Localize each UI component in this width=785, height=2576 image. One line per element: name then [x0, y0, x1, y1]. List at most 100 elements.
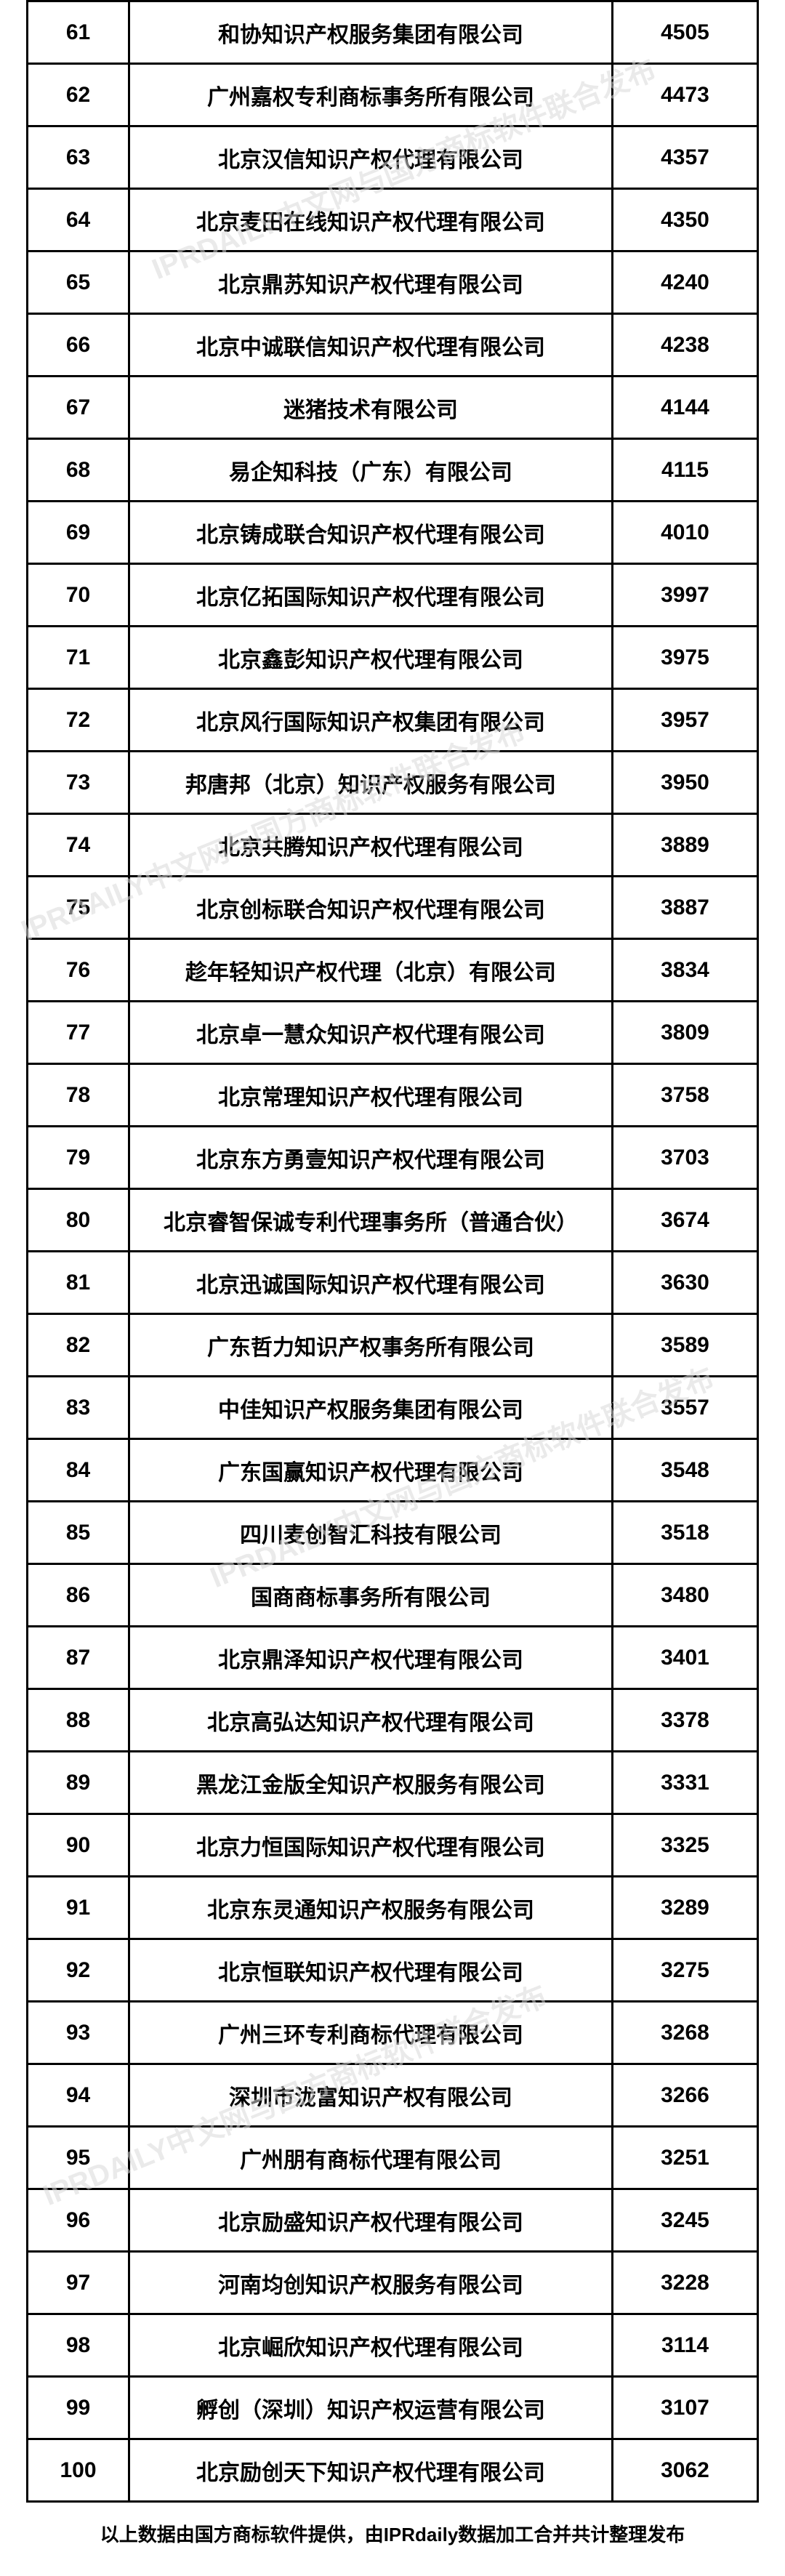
table-row: 95广州朋有商标代理有限公司3251 — [28, 2127, 758, 2189]
rank-cell: 68 — [28, 439, 129, 502]
rank-cell: 80 — [28, 1189, 129, 1252]
table-row: 81北京迅诚国际知识产权代理有限公司3630 — [28, 1252, 758, 1314]
value-cell: 3630 — [613, 1252, 758, 1314]
value-cell: 4240 — [613, 251, 758, 314]
rank-cell: 86 — [28, 1564, 129, 1627]
value-cell: 3266 — [613, 2064, 758, 2127]
value-cell: 4238 — [613, 314, 758, 377]
name-cell: 北京汉信知识产权代理有限公司 — [129, 126, 613, 189]
rank-cell: 71 — [28, 627, 129, 689]
table-row: 74北京共腾知识产权代理有限公司3889 — [28, 814, 758, 877]
value-cell: 3834 — [613, 939, 758, 1002]
value-cell: 4144 — [613, 377, 758, 439]
name-cell: 广州嘉权专利商标事务所有限公司 — [129, 64, 613, 126]
table-row: 77北京卓一慧众知识产权代理有限公司3809 — [28, 1002, 758, 1064]
name-cell: 孵创（深圳）知识产权运营有限公司 — [129, 2377, 613, 2439]
rank-cell: 94 — [28, 2064, 129, 2127]
table-row: 65北京鼎苏知识产权代理有限公司4240 — [28, 251, 758, 314]
value-cell: 3518 — [613, 1502, 758, 1564]
name-cell: 北京力恒国际知识产权代理有限公司 — [129, 1814, 613, 1877]
value-cell: 4115 — [613, 439, 758, 502]
value-cell: 4357 — [613, 126, 758, 189]
name-cell: 北京风行国际知识产权集团有限公司 — [129, 689, 613, 752]
rank-cell: 83 — [28, 1377, 129, 1439]
name-cell: 广东哲力知识产权事务所有限公司 — [129, 1314, 613, 1377]
table-row: 86国商商标事务所有限公司3480 — [28, 1564, 758, 1627]
table-row: 88北京高弘达知识产权代理有限公司3378 — [28, 1689, 758, 1752]
name-cell: 广州朋有商标代理有限公司 — [129, 2127, 613, 2189]
table-row: 99孵创（深圳）知识产权运营有限公司3107 — [28, 2377, 758, 2439]
table-row: 90北京力恒国际知识产权代理有限公司3325 — [28, 1814, 758, 1877]
value-cell: 3758 — [613, 1064, 758, 1127]
value-cell: 4010 — [613, 502, 758, 564]
rank-cell: 91 — [28, 1877, 129, 1939]
name-cell: 北京高弘达知识产权代理有限公司 — [129, 1689, 613, 1752]
value-cell: 3331 — [613, 1752, 758, 1814]
value-cell: 3950 — [613, 752, 758, 814]
name-cell: 广州三环专利商标代理有限公司 — [129, 2002, 613, 2064]
ranking-table-body: 61和协知识产权服务集团有限公司450562广州嘉权专利商标事务所有限公司447… — [28, 1, 758, 2502]
value-cell: 3480 — [613, 1564, 758, 1627]
name-cell: 北京睿智保诚专利代理事务所（普通合伙） — [129, 1189, 613, 1252]
value-cell: 3548 — [613, 1439, 758, 1502]
rank-cell: 61 — [28, 1, 129, 64]
table-row: 75北京创标联合知识产权代理有限公司3887 — [28, 877, 758, 939]
rank-cell: 62 — [28, 64, 129, 126]
value-cell: 3275 — [613, 1939, 758, 2002]
value-cell: 3975 — [613, 627, 758, 689]
value-cell: 3107 — [613, 2377, 758, 2439]
rank-cell: 70 — [28, 564, 129, 627]
value-cell: 3114 — [613, 2314, 758, 2377]
rank-cell: 82 — [28, 1314, 129, 1377]
value-cell: 3957 — [613, 689, 758, 752]
rank-cell: 92 — [28, 1939, 129, 2002]
name-cell: 北京鑫彭知识产权代理有限公司 — [129, 627, 613, 689]
rank-cell: 88 — [28, 1689, 129, 1752]
table-row: 64北京麦田在线知识产权代理有限公司4350 — [28, 189, 758, 251]
name-cell: 四川麦创智汇科技有限公司 — [129, 1502, 613, 1564]
table-row: 84广东国赢知识产权代理有限公司3548 — [28, 1439, 758, 1502]
table-row: 66北京中诚联信知识产权代理有限公司4238 — [28, 314, 758, 377]
name-cell: 迷猪技术有限公司 — [129, 377, 613, 439]
name-cell: 国商商标事务所有限公司 — [129, 1564, 613, 1627]
rank-cell: 97 — [28, 2252, 129, 2314]
name-cell: 北京鼎苏知识产权代理有限公司 — [129, 251, 613, 314]
name-cell: 深圳市泷富知识产权有限公司 — [129, 2064, 613, 2127]
rank-cell: 73 — [28, 752, 129, 814]
rank-cell: 75 — [28, 877, 129, 939]
name-cell: 北京迅诚国际知识产权代理有限公司 — [129, 1252, 613, 1314]
rank-cell: 95 — [28, 2127, 129, 2189]
name-cell: 北京中诚联信知识产权代理有限公司 — [129, 314, 613, 377]
table-row: 93广州三环专利商标代理有限公司3268 — [28, 2002, 758, 2064]
name-cell: 趁年轻知识产权代理（北京）有限公司 — [129, 939, 613, 1002]
rank-cell: 78 — [28, 1064, 129, 1127]
name-cell: 北京东方勇壹知识产权代理有限公司 — [129, 1127, 613, 1189]
rank-cell: 76 — [28, 939, 129, 1002]
table-row: 96北京励盛知识产权代理有限公司3245 — [28, 2189, 758, 2252]
name-cell: 北京鼎泽知识产权代理有限公司 — [129, 1627, 613, 1689]
value-cell: 3557 — [613, 1377, 758, 1439]
name-cell: 北京共腾知识产权代理有限公司 — [129, 814, 613, 877]
value-cell: 4350 — [613, 189, 758, 251]
name-cell: 北京励创天下知识产权代理有限公司 — [129, 2439, 613, 2502]
rank-cell: 66 — [28, 314, 129, 377]
name-cell: 和协知识产权服务集团有限公司 — [129, 1, 613, 64]
value-cell: 4473 — [613, 64, 758, 126]
rank-cell: 67 — [28, 377, 129, 439]
value-cell: 3589 — [613, 1314, 758, 1377]
table-row: 92北京恒联知识产权代理有限公司3275 — [28, 1939, 758, 2002]
name-cell: 北京东灵通知识产权服务有限公司 — [129, 1877, 613, 1939]
rank-cell: 99 — [28, 2377, 129, 2439]
value-cell: 3325 — [613, 1814, 758, 1877]
rank-cell: 81 — [28, 1252, 129, 1314]
name-cell: 北京励盛知识产权代理有限公司 — [129, 2189, 613, 2252]
table-row: 83中佳知识产权服务集团有限公司3557 — [28, 1377, 758, 1439]
name-cell: 黑龙江金版全知识产权服务有限公司 — [129, 1752, 613, 1814]
name-cell: 中佳知识产权服务集团有限公司 — [129, 1377, 613, 1439]
name-cell: 北京卓一慧众知识产权代理有限公司 — [129, 1002, 613, 1064]
table-row: 79北京东方勇壹知识产权代理有限公司3703 — [28, 1127, 758, 1189]
value-cell: 3289 — [613, 1877, 758, 1939]
value-cell: 3887 — [613, 877, 758, 939]
rank-cell: 85 — [28, 1502, 129, 1564]
name-cell: 北京麦田在线知识产权代理有限公司 — [129, 189, 613, 251]
